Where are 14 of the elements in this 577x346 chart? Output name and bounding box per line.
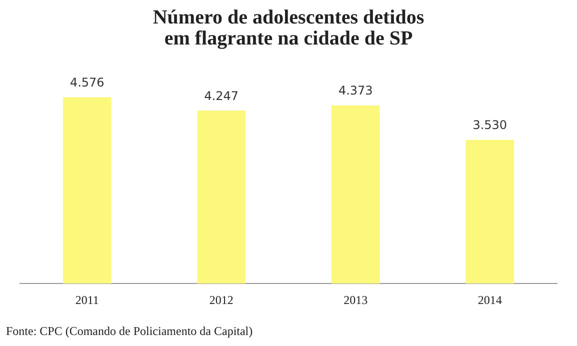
bar [331,106,380,284]
x-tick-label: 2011 [75,292,99,307]
data-label: 4.576 [70,75,104,90]
bar [197,110,246,284]
x-tick-label: 2014 [478,292,502,307]
data-label: 3.530 [472,118,508,132]
bar [466,140,514,284]
data-label: 4.247 [204,88,239,103]
data-label: 4.373 [338,84,373,98]
source-note: Fonte: CPC (Comando de Policiamento da Capital) [6,324,253,339]
chart-title: Número de adolescentes detidos em flagrante na cidade de SP [152,6,424,50]
x-tick-label: 2012 [209,292,234,307]
bar [62,97,112,284]
x-tick-label: 2013 [344,292,368,307]
